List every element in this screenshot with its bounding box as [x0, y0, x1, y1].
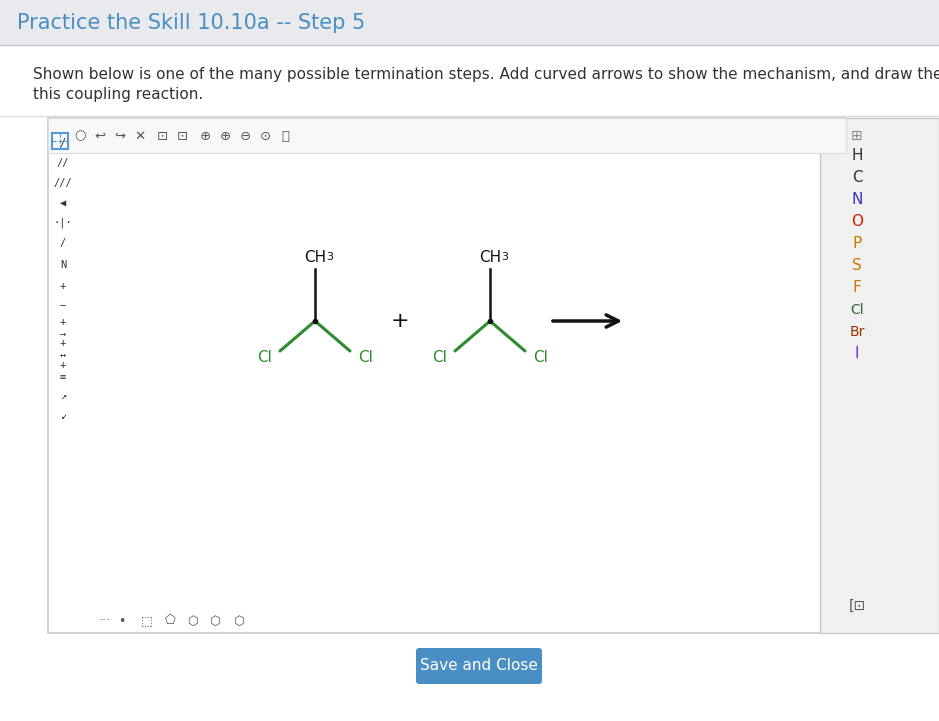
Text: Practice the Skill 10.10a -- Step 5: Practice the Skill 10.10a -- Step 5	[17, 13, 365, 33]
Text: −: −	[60, 301, 66, 311]
Text: /: /	[60, 138, 66, 148]
Text: ◀: ◀	[60, 198, 66, 208]
Text: F: F	[853, 280, 861, 296]
FancyBboxPatch shape	[48, 118, 846, 153]
Text: 3: 3	[326, 252, 333, 262]
Text: ⊞: ⊞	[851, 129, 863, 143]
Text: ⬡: ⬡	[188, 614, 198, 627]
Text: ❓: ❓	[281, 130, 289, 143]
Text: ↪: ↪	[115, 130, 126, 143]
Text: Cl: Cl	[850, 303, 864, 317]
Text: +: +	[60, 281, 66, 291]
Text: ⬡: ⬡	[233, 614, 243, 627]
FancyBboxPatch shape	[416, 648, 542, 684]
Text: I: I	[854, 347, 859, 361]
Text: Cl: Cl	[432, 350, 447, 365]
Text: ⊙: ⊙	[259, 130, 270, 143]
Text: CH: CH	[479, 249, 501, 265]
Text: ↗: ↗	[60, 391, 66, 401]
Text: ···: ···	[99, 614, 111, 627]
Text: /: /	[60, 238, 66, 248]
Text: +
→: + →	[60, 317, 66, 339]
Text: N: N	[852, 193, 863, 208]
Text: C: C	[852, 170, 862, 185]
Text: ↩: ↩	[95, 130, 105, 143]
Text: ⊕: ⊕	[220, 130, 231, 143]
Text: ⊡: ⊡	[157, 130, 167, 143]
Text: ⊖: ⊖	[239, 130, 251, 143]
Text: ↙: ↙	[60, 411, 66, 421]
Text: ⬚: ⬚	[141, 614, 153, 627]
Text: O: O	[851, 215, 863, 229]
Bar	[0, 0, 939, 45]
Text: ///: ///	[54, 178, 72, 188]
Text: [⊡: [⊡	[849, 599, 866, 613]
Text: •: •	[118, 614, 126, 627]
Text: ✕: ✕	[134, 130, 146, 143]
Text: N: N	[60, 260, 66, 270]
Text: CH: CH	[304, 249, 326, 265]
Text: Cl: Cl	[358, 350, 373, 365]
Text: P: P	[853, 236, 862, 252]
Text: //: //	[56, 158, 69, 168]
Text: Cl: Cl	[257, 350, 272, 365]
Text: ⊡: ⊡	[177, 130, 188, 143]
Text: Cl: Cl	[533, 350, 547, 365]
Text: +
↔: + ↔	[60, 338, 66, 360]
Text: ⬡: ⬡	[209, 614, 221, 627]
Text: Save and Close: Save and Close	[420, 658, 538, 673]
Text: +
≡: + ≡	[60, 360, 66, 382]
Text: Shown below is one of the many possible termination steps. Add curved arrows to : Shown below is one of the many possible …	[33, 68, 939, 82]
Text: +: +	[391, 311, 409, 331]
Bar	[820, 118, 939, 633]
Text: ⬠: ⬠	[164, 614, 176, 627]
FancyBboxPatch shape	[48, 118, 846, 633]
Text: this coupling reaction.: this coupling reaction.	[33, 87, 203, 102]
Text: H: H	[852, 149, 863, 164]
Text: 3: 3	[501, 252, 508, 262]
Text: ○: ○	[74, 130, 85, 143]
Text: ⊕: ⊕	[199, 130, 210, 143]
Text: Br: Br	[849, 325, 865, 339]
Text: ·|·: ·|·	[54, 218, 72, 229]
Text: S: S	[852, 259, 862, 273]
